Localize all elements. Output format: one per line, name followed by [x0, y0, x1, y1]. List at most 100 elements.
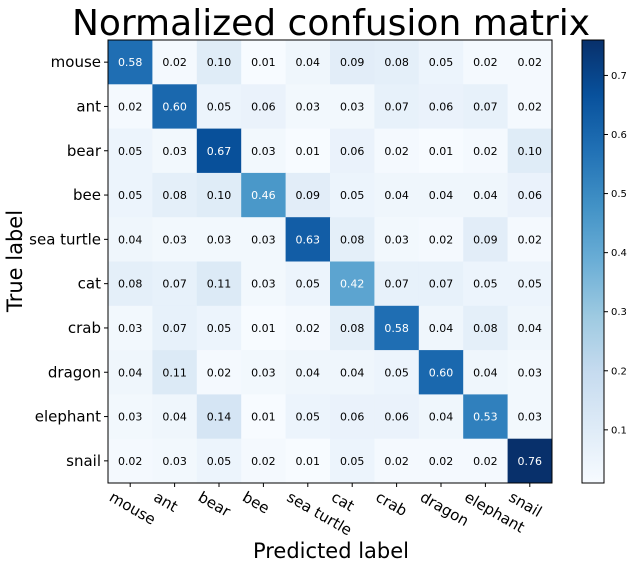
- cell-value-label: 0.67: [207, 145, 232, 158]
- heatmap-cell: [330, 84, 375, 130]
- cell-value-label: 0.08: [162, 189, 187, 202]
- heatmap-cell: [108, 217, 153, 262]
- cell-value-label: 0.11: [162, 366, 187, 379]
- cell-value-label: 0.02: [162, 56, 187, 69]
- heatmap-cell: [330, 217, 375, 262]
- heatmap-cell: [152, 128, 198, 174]
- x-tick-label: bee: [239, 488, 272, 518]
- heatmap-cell: [330, 394, 375, 440]
- heatmap-cell: [241, 217, 287, 262]
- heatmap-cell: [463, 394, 509, 440]
- heatmap-cell: [463, 305, 509, 351]
- cell-value-label: 0.07: [429, 278, 454, 291]
- cell-value-label: 0.05: [429, 56, 454, 69]
- heatmap-cell: [463, 172, 509, 218]
- heatmap-cell: [374, 350, 420, 395]
- heatmap-cell: [418, 172, 464, 218]
- heatmap-cell: [374, 261, 420, 307]
- heatmap-cell: [418, 40, 464, 85]
- heatmap-cell: [196, 84, 242, 130]
- cell-value-label: 0.06: [251, 100, 276, 113]
- heatmap-cell: [330, 128, 375, 174]
- heatmap-cell: [108, 84, 153, 130]
- cell-value-label: 0.04: [384, 189, 409, 202]
- cell-value-label: 0.01: [296, 145, 321, 158]
- cell-value-label: 0.58: [118, 56, 143, 69]
- heatmap-cell: [108, 172, 153, 218]
- y-tick-label: bee: [73, 186, 101, 204]
- cell-value-label: 0.01: [251, 411, 276, 424]
- heatmap-cell: [330, 350, 375, 395]
- cell-value-label: 0.60: [162, 100, 187, 113]
- heatmap-cell: [374, 438, 420, 484]
- x-axis-label: Predicted label: [253, 539, 409, 563]
- cell-value-label: 0.06: [429, 100, 454, 113]
- cell-value-label: 0.03: [296, 100, 321, 113]
- heatmap-cell: [152, 438, 198, 484]
- cell-value-label: 0.05: [296, 278, 321, 291]
- cell-value-label: 0.05: [207, 322, 232, 335]
- cell-value-label: 0.07: [384, 278, 409, 291]
- cell-value-label: 0.07: [384, 100, 409, 113]
- heatmap-cell: [241, 438, 287, 484]
- colorbar: 0.1 0.2 0.3 0.4 0.5 0.6 0.7: [581, 39, 627, 484]
- heatmap-cell: [418, 350, 464, 395]
- heatmap-cell: [463, 438, 509, 484]
- x-tick-label: mouse: [106, 488, 159, 529]
- cell-value-label: 0.04: [296, 366, 321, 379]
- cell-value-label: 0.03: [251, 233, 276, 246]
- chart-title: Normalized confusion matrix: [72, 3, 590, 44]
- heatmap-cell: [374, 128, 420, 174]
- heatmap-cell: [507, 40, 553, 85]
- heatmap-cell: [108, 261, 153, 307]
- cell-value-label: 0.03: [251, 278, 276, 291]
- cell-value-label: 0.05: [473, 278, 498, 291]
- heatmap-cell: [285, 394, 331, 440]
- y-axis-label: True label: [3, 210, 27, 313]
- heatmap-cell: [507, 261, 553, 307]
- heatmap-cell: [507, 350, 553, 395]
- heatmap-cell: [507, 305, 553, 351]
- x-tick-label: dragon: [417, 488, 472, 530]
- heatmap-cell: [507, 128, 553, 174]
- cell-value-label: 0.02: [251, 455, 276, 468]
- cell-value-label: 0.02: [518, 56, 543, 69]
- heatmap-cell: [507, 217, 553, 262]
- cell-value-label: 0.14: [207, 411, 232, 424]
- cell-value-label: 0.02: [384, 455, 409, 468]
- heatmap-cell: [152, 261, 198, 307]
- heatmap-cell: [374, 394, 420, 440]
- heatmap-cell: [152, 305, 198, 351]
- heatmap-cell: [285, 172, 331, 218]
- heatmap-cell: [108, 438, 153, 484]
- heatmap-cell: [196, 40, 242, 85]
- heatmap-cell: [196, 261, 242, 307]
- heatmap-cell: [418, 128, 464, 174]
- cell-value-label: 0.08: [473, 322, 498, 335]
- colorbar-tick-label: 0.6: [611, 130, 627, 141]
- heatmap-cell: [196, 394, 242, 440]
- cell-value-label: 0.10: [207, 56, 232, 69]
- y-tick-label: ant: [76, 97, 101, 115]
- heatmap-cell: [507, 172, 553, 218]
- cell-value-label: 0.09: [473, 233, 498, 246]
- y-tick-label: elephant: [35, 408, 101, 426]
- heatmap-cell: [463, 40, 509, 85]
- cell-value-label: 0.02: [429, 455, 454, 468]
- cell-value-label: 0.08: [384, 56, 409, 69]
- cell-value-label: 0.07: [162, 278, 187, 291]
- heatmap-cell: [418, 305, 464, 351]
- heatmap-cell: [241, 350, 287, 395]
- heatmap-cell: [285, 438, 331, 484]
- cell-value-label: 0.02: [429, 233, 454, 246]
- cell-value-label: 0.02: [296, 322, 321, 335]
- heatmap-cell: [285, 40, 331, 85]
- heatmap-cell: [285, 350, 331, 395]
- heatmap-cell: [330, 305, 375, 351]
- cell-value-label: 0.46: [251, 189, 276, 202]
- heatmap-cell: [463, 128, 509, 174]
- cell-value-label: 0.03: [340, 100, 365, 113]
- colorbar-gradient: [582, 40, 604, 483]
- heatmap-cell: [152, 84, 198, 130]
- cell-value-label: 0.60: [429, 366, 454, 379]
